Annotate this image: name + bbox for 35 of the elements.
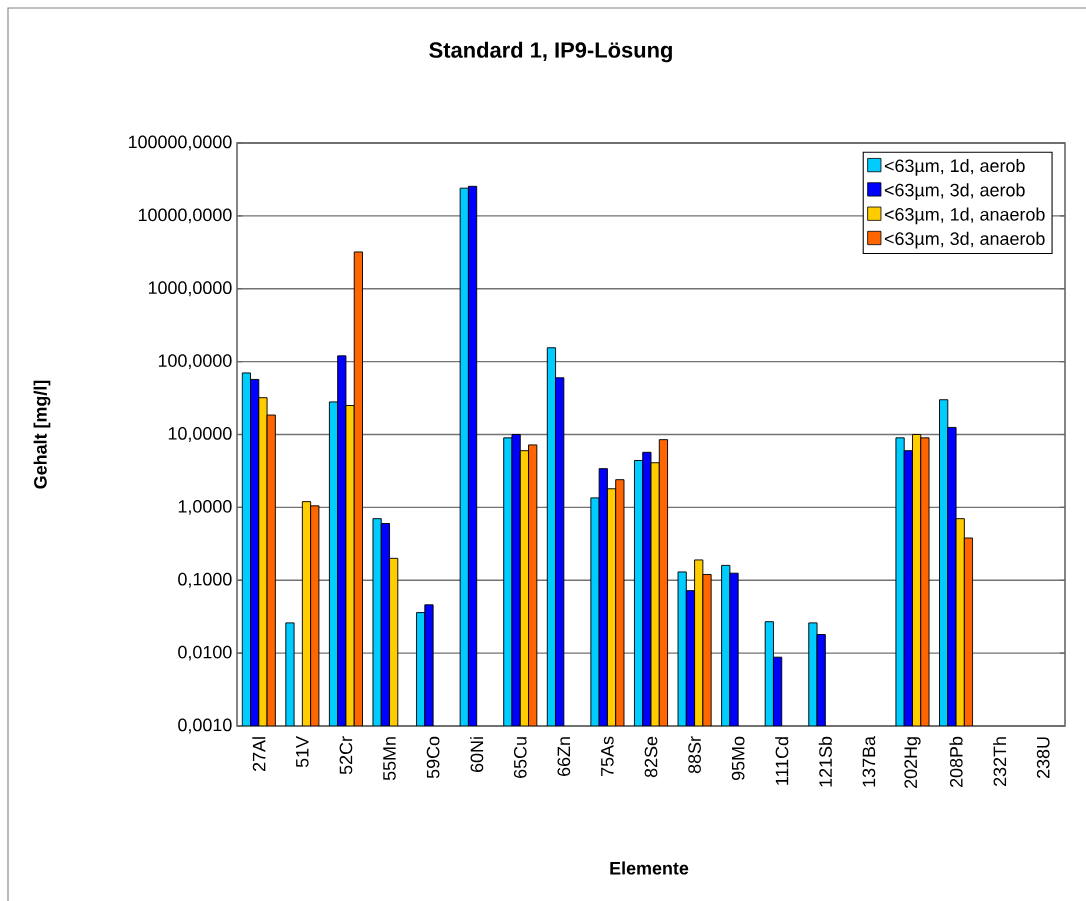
y-tick-label: 1000,0000 [148, 281, 232, 297]
y-tick-label: 0,0100 [178, 645, 232, 661]
legend-label: <63µm, 3d, anaerob [884, 231, 1045, 249]
x-tick-label: 95Mo [731, 736, 745, 781]
x-tick-label: 88Sr [688, 736, 701, 774]
x-tick-label: 65Cu [513, 737, 527, 778]
legend-label: <63µm, 1d, anaerob [884, 207, 1045, 225]
x-tick-label: 51V [296, 736, 309, 768]
y-tick-label: 10,0000 [168, 427, 232, 442]
y-axis-title: Gehalt [mg/l] [33, 380, 51, 489]
x-tick-label: 59Co [426, 736, 440, 779]
x-tick-label: 208Pb [949, 736, 963, 787]
x-tick-label: 55Mn [383, 737, 396, 781]
legend-label: <63µm, 3d, aerob [884, 183, 1025, 200]
legend-label: <63µm, 1d, aerob [884, 158, 1025, 176]
y-tick-label: 100,0000 [158, 354, 232, 370]
y-tick-label: 100000,0000 [128, 135, 232, 151]
x-tick-label: 75As [601, 736, 614, 776]
x-tick-label: 60Ni [470, 737, 484, 772]
y-tick-label: 10000,0000 [138, 208, 232, 224]
x-tick-label: 111Cd [775, 737, 789, 785]
y-tick-label: 0,0010 [178, 718, 232, 734]
chart-title: Standard 1, IP9-Lösung [429, 41, 672, 63]
x-tick-label: 137Ba [862, 736, 876, 787]
x-tick-label: 202Hg [904, 737, 921, 788]
x-tick-label: 238U [1036, 737, 1050, 778]
x-tick-label: 232Th [993, 737, 1007, 786]
x-tick-label: 52Cr [339, 736, 353, 775]
y-tick-label: 0,1000 [178, 572, 232, 588]
y-tick-label: 1,0000 [178, 499, 232, 515]
x-tick-label: 121Sb [818, 736, 832, 787]
x-tick-label: 66Zn [557, 737, 571, 776]
x-tick-label: 27Al [252, 737, 266, 772]
x-tick-label: 82Se [644, 736, 658, 778]
x-axis-title: Elemente [610, 861, 689, 875]
